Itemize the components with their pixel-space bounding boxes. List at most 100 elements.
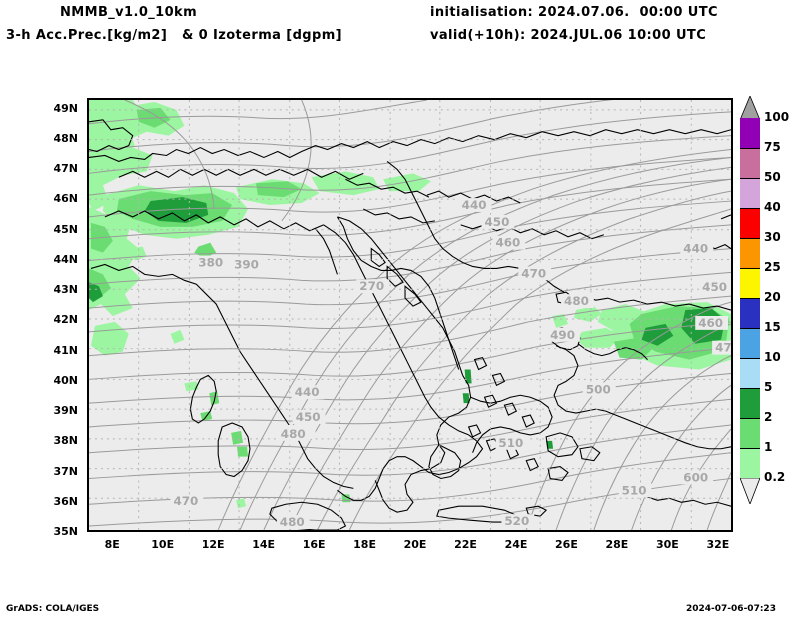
model-title: NMMB_v1.0_10km (60, 5, 198, 20)
contour-label-510-18: 510 (622, 483, 647, 497)
contour-label-bg (547, 327, 580, 342)
contour-label-500-16: 500 (586, 382, 611, 396)
colorbar-bin[interactable] (740, 298, 760, 328)
colorbar-over-arrow (740, 96, 760, 120)
map-plot-area[interactable]: 380 390 440 450 460 470 480 490 440 450 460 470 270 4… (87, 98, 733, 532)
colorbar-bin[interactable] (740, 118, 760, 148)
lon-tick-14E: 14E (252, 538, 276, 551)
lon-tick-32E: 32E (706, 538, 730, 551)
contour-label-470-5: 470 (521, 266, 546, 280)
colorbar-tick-15: 15 (764, 320, 781, 334)
contour-label-440-13: 440 (295, 385, 320, 399)
contour-label-bg (561, 294, 594, 309)
header: NMMB_v1.0_10km 3-h Acc.Prec.[kg/m2] & 0 … (0, 0, 800, 52)
contour-label-bg (276, 515, 310, 530)
lat-tick-35N: 35N (53, 525, 78, 538)
lat-tick-38N: 38N (53, 434, 78, 448)
lat-tick-37N: 37N (53, 464, 78, 478)
colorbar-tick-1: 1 (764, 440, 773, 454)
colorbar-tick-0.2: 0.2 (764, 470, 786, 484)
colorbar-bin[interactable] (740, 178, 760, 208)
contour-label-bg (695, 315, 729, 330)
contour-label-bg (618, 483, 652, 498)
contour-label-bg (481, 214, 515, 229)
contour-label-bg (495, 435, 529, 450)
contour-label-bg (582, 382, 616, 397)
colorbar-tick-20: 20 (764, 290, 781, 304)
lat-tick-43N: 43N (53, 283, 78, 297)
contour-label-bg (277, 426, 311, 441)
contour-label-510-17: 510 (498, 436, 523, 450)
contour-label-bg (458, 198, 492, 212)
colorbar-legend[interactable]: 100 75 50 40 30 25 20 15 10 5 2 1 0.2 (736, 96, 800, 536)
lat-tick-36N: 36N (53, 494, 78, 508)
contour-label-480-6: 480 (564, 294, 589, 308)
contour-label-440-2: 440 (462, 198, 487, 212)
lon-tick-8E: 8E (104, 538, 120, 551)
lat-tick-45N: 45N (53, 222, 78, 236)
contour-label-bg (680, 470, 714, 485)
colorbar-bin[interactable] (740, 388, 760, 418)
colorbar-bin[interactable] (740, 448, 760, 478)
lat-tick-46N: 46N (53, 192, 78, 206)
contour-label-480-20: 480 (280, 515, 305, 529)
contour-label-bg (356, 279, 390, 294)
colorbar-bin[interactable] (740, 208, 760, 238)
contour-label-450-3: 450 (485, 215, 510, 229)
contour-label-480-23: 480 (281, 427, 306, 441)
contour-label-440-8: 440 (683, 242, 708, 256)
lon-tick-28E: 28E (605, 538, 629, 551)
lat-tick-44N: 44N (53, 252, 78, 266)
contour-label-450-9: 450 (702, 280, 727, 294)
contour-label-bg (501, 514, 535, 529)
colorbar-tick-10: 10 (764, 350, 781, 364)
contour-label-bg (170, 494, 204, 509)
colorbar-bin[interactable] (740, 148, 760, 178)
colorbar-tick-100: 100 (764, 110, 790, 124)
colorbar-tick-5: 5 (764, 380, 773, 394)
contour-labels: 380 390 440 450 460 470 480 490 440 450 460 470 270 4… (170, 198, 731, 530)
colorbar-bins[interactable] (740, 118, 760, 478)
lat-tick-41N: 41N (53, 343, 78, 357)
colorbar-bin[interactable] (740, 358, 760, 388)
contour-label-bg (231, 257, 264, 272)
lon-tick-10E: 10E (151, 538, 175, 551)
lon-tick-24E: 24E (504, 538, 528, 551)
footer-datestamp: 2024-07-06-07:23 (686, 604, 776, 614)
contour-label-460-10: 460 (698, 316, 723, 330)
lon-tick-20E: 20E (403, 538, 427, 551)
footer-credit: GrADS: COLA/IGES (6, 604, 100, 614)
initialisation-time: initialisation: 2024.07.06. 00:00 UTC (430, 5, 718, 20)
colorbar-bin[interactable] (740, 418, 760, 448)
lon-tick-30E: 30E (655, 538, 679, 551)
coastlines (89, 119, 731, 530)
contour-label-bg (492, 235, 526, 250)
field-title: 3-h Acc.Prec.[kg/m2] & 0 Izoterma [dgpm] (6, 28, 342, 43)
contour-label-270-12: 270 (359, 279, 384, 293)
lat-tick-49N: 49N (53, 101, 78, 115)
colorbar-bin[interactable] (740, 268, 760, 298)
valid-time: valid(+10h): 2024.JUL.06 10:00 UTC (430, 28, 707, 43)
contour-label-bg (292, 410, 326, 424)
contour-label-bg (680, 241, 714, 256)
contour-label-460-4: 460 (495, 236, 520, 250)
contour-label-bg (699, 280, 731, 295)
lat-tick-48N: 48N (53, 131, 78, 145)
lon-tick-18E: 18E (353, 538, 376, 551)
contour-label-490-7: 490 (550, 328, 575, 342)
lon-tick-22E: 22E (454, 538, 477, 551)
lat-tick-42N: 42N (53, 313, 78, 327)
lat-tick-40N: 40N (53, 373, 78, 387)
colorbar-tick-40: 40 (764, 200, 781, 214)
map-canvas: 380 390 440 450 460 470 480 490 440 450 460 470 270 4… (89, 100, 731, 530)
colorbar-under-arrow (740, 478, 760, 504)
colorbar-bin[interactable] (740, 328, 760, 358)
contour-label-470-11: 470 (715, 341, 731, 355)
colorbar-tick-50: 50 (764, 170, 781, 184)
colorbar-bin[interactable] (740, 238, 760, 268)
contour-label-600-24: 600 (683, 470, 708, 484)
contour-label-380-0: 380 (198, 255, 223, 269)
contour-label-450-14: 450 (296, 410, 321, 424)
contour-label-520-19: 520 (504, 514, 529, 528)
contour-label-bg (291, 385, 325, 400)
